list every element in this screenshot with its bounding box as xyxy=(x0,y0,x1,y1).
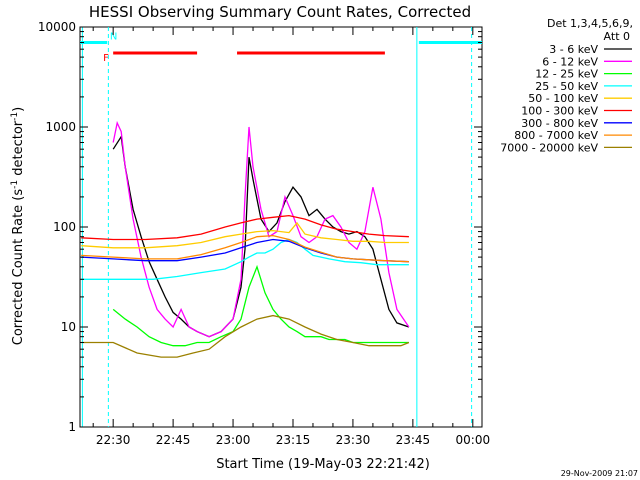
plot-area: FN xyxy=(79,26,483,428)
legend-label-2: 12 - 25 keV xyxy=(535,68,598,81)
series-line-3 xyxy=(81,238,409,280)
series-line-5 xyxy=(81,214,409,241)
legend-label-8: 7000 - 20000 keV xyxy=(500,141,598,154)
series-line-7 xyxy=(81,234,409,263)
x-tick-label-5: 23:45 xyxy=(396,433,431,447)
y-tick-label-2: 100 xyxy=(53,220,76,234)
chart-title: HESSI Observing Summary Count Rates, Cor… xyxy=(89,3,471,21)
series-line-1 xyxy=(112,120,410,338)
x-tick-label-2: 23:00 xyxy=(216,433,251,447)
legend-label-5: 100 - 300 keV xyxy=(521,105,598,118)
y-tick-label-0: 1 xyxy=(68,420,76,434)
legend-label-3: 25 - 50 keV xyxy=(535,80,598,93)
y-axis-label: Corrected Count Rate (s-1 detector-1) xyxy=(10,107,26,345)
legend-label-4: 50 - 100 keV xyxy=(528,92,598,105)
flag-label-n: N xyxy=(110,32,117,43)
x-tick-label-6: 00:00 xyxy=(456,433,491,447)
series-line-4 xyxy=(81,221,409,249)
y-tick-label-1: 10 xyxy=(61,320,76,334)
legend-label-1: 6 - 12 keV xyxy=(542,55,598,68)
series-line-8 xyxy=(81,314,410,358)
x-tick-label-0: 22:30 xyxy=(96,433,131,447)
x-tick-label-3: 23:15 xyxy=(276,433,311,447)
x-tick-label-4: 23:30 xyxy=(336,433,371,447)
legend-label-0: 3 - 6 keV xyxy=(549,43,598,56)
y-tick-label-3: 1000 xyxy=(45,120,76,134)
series-line-2 xyxy=(112,264,409,347)
plot-frame xyxy=(79,26,483,428)
legend-header-attenuator: Att 0 xyxy=(604,30,630,43)
x-axis: 22:30 22:45 23:00 23:15 23:30 23:45 00:00 xyxy=(92,27,491,447)
y-tick-label-4: 10000 xyxy=(38,20,76,34)
x-axis-label: Start Time (19-May-03 22:21:42) xyxy=(216,457,430,472)
legend-label-7: 800 - 7000 keV xyxy=(514,129,598,142)
legend-label-6: 300 - 800 keV xyxy=(521,117,598,130)
x-tick-label-1: 22:45 xyxy=(156,433,191,447)
plot-timestamp: 29-Nov-2009 21:07 xyxy=(561,469,638,478)
flag-label-f: F xyxy=(103,53,109,64)
y-axis: 1 10 100 1000 10000 xyxy=(38,20,482,434)
legend-header-detectors: Det 1,3,4,5,6,9, xyxy=(547,17,633,30)
